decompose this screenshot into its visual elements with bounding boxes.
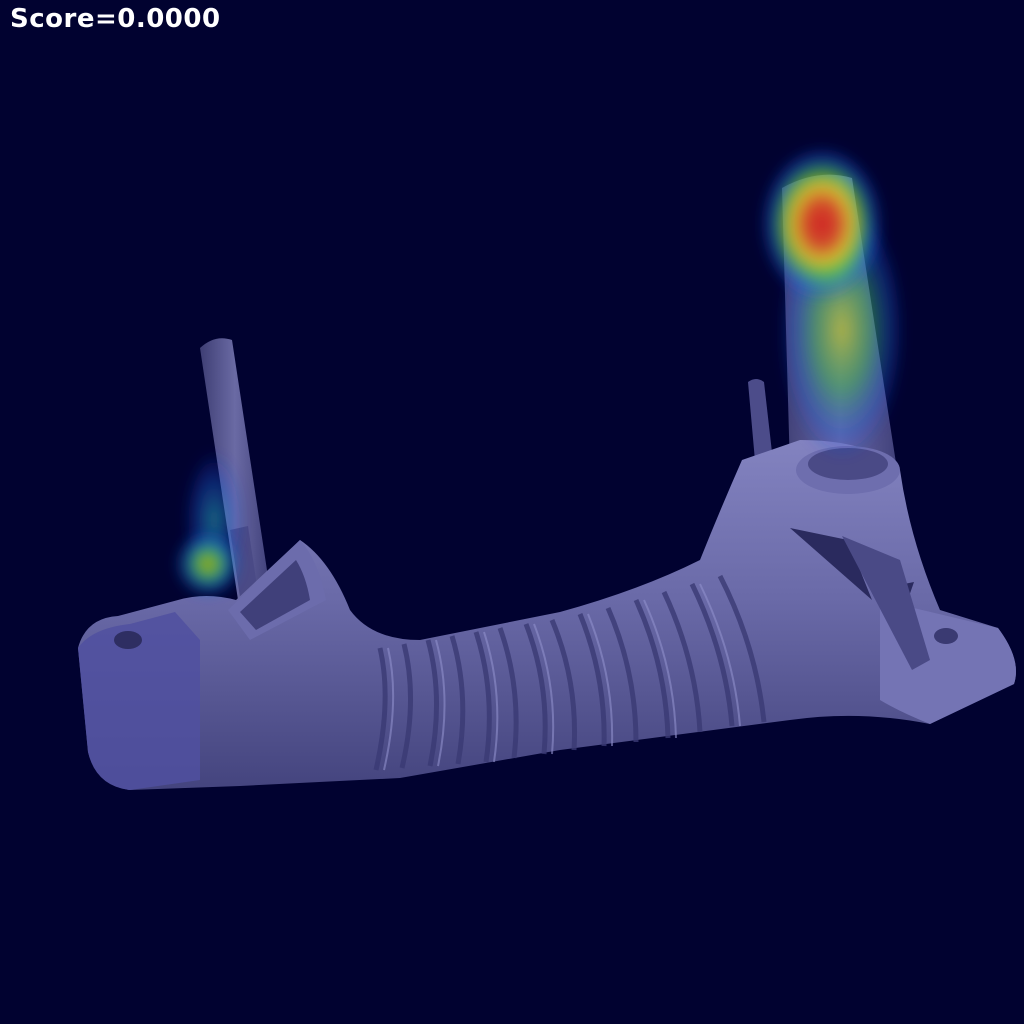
anomaly-heatmap [174, 146, 904, 598]
left-flange [78, 612, 200, 790]
grip-rib-highlights [383, 583, 741, 771]
right-gusset-opening [790, 528, 872, 600]
heat-spot-right [760, 146, 884, 302]
score-label: Score=0.0000 [10, 4, 221, 34]
part-body [78, 440, 1016, 790]
right-gusset-rib [842, 536, 930, 670]
left-socket-inner [240, 560, 310, 630]
left-mount-hole [114, 631, 142, 649]
left-post [200, 338, 270, 600]
right-mount-hole [934, 628, 958, 644]
grip-ribs [373, 574, 767, 771]
right-pin [748, 379, 774, 472]
heat-spot-left [174, 530, 242, 598]
